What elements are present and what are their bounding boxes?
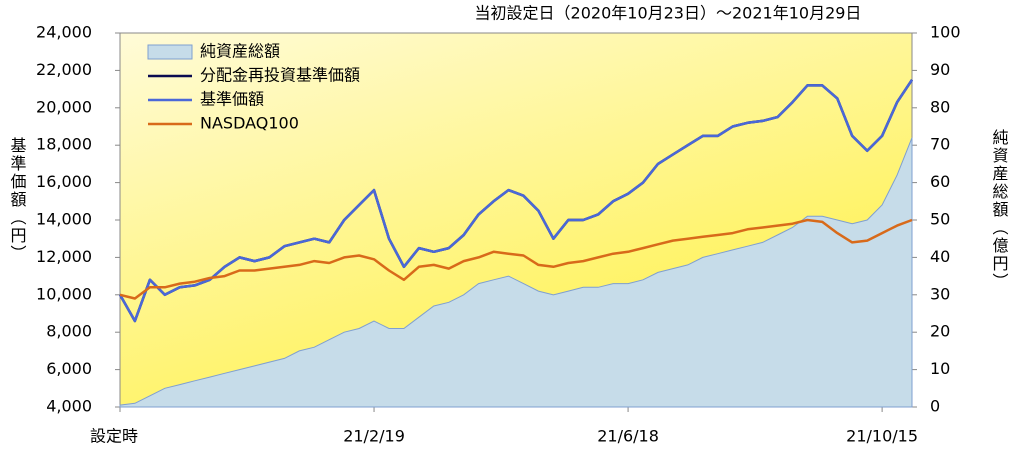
legend-swatch — [147, 44, 193, 60]
y-tick-label: 4,000 — [46, 397, 92, 416]
y-axis-label: 基準価額（円） — [8, 137, 27, 263]
y-tick-label: 24,000 — [36, 23, 92, 42]
legend-label: 分配金再投資基準価額 — [200, 66, 360, 85]
legend-label: NASDAQ100 — [200, 114, 299, 133]
y-tick-label: 12,000 — [36, 247, 92, 266]
y-tick-label: 16,000 — [36, 172, 92, 191]
y2-tick-label: 10 — [930, 359, 950, 378]
x-tick-label: 21/6/18 — [597, 427, 659, 446]
line — [118, 79, 914, 323]
y2-tick-label: 20 — [930, 322, 950, 341]
y2-tick-label: 60 — [930, 172, 950, 191]
y-tick-label: 8,000 — [46, 322, 92, 341]
y-tick-label: 20,000 — [36, 97, 92, 116]
y2-tick-label: 90 — [930, 60, 950, 79]
y2-tick-label: 30 — [930, 284, 950, 303]
x-tick-label: 21/10/15 — [846, 427, 918, 446]
y2-tick-label: 70 — [930, 135, 950, 154]
y2-tick-label: 0 — [930, 397, 940, 416]
y2-tick-label: 40 — [930, 247, 950, 266]
y2-tick-label: 80 — [930, 97, 950, 116]
line — [119, 218, 913, 300]
chart-title: 当初設定日（2020年10月23日）～2021年10月29日 — [475, 4, 862, 23]
x-tick-label: 設定時 — [90, 427, 138, 446]
y-tick-label: 18,000 — [36, 135, 92, 154]
y2-tick-label: 50 — [930, 210, 950, 229]
legend-label: 純資産総額 — [200, 42, 280, 61]
y-tick-label: 6,000 — [46, 359, 92, 378]
y-tick-label: 10,000 — [36, 284, 92, 303]
y2-axis-label: 純資産総額（億円） — [990, 129, 1009, 291]
y2-tick-label: 100 — [930, 23, 961, 42]
y-tick-label: 22,000 — [36, 60, 92, 79]
legend-label: 基準価額 — [200, 90, 264, 109]
x-tick-label: 21/2/19 — [343, 427, 405, 446]
y-tick-label: 14,000 — [36, 210, 92, 229]
